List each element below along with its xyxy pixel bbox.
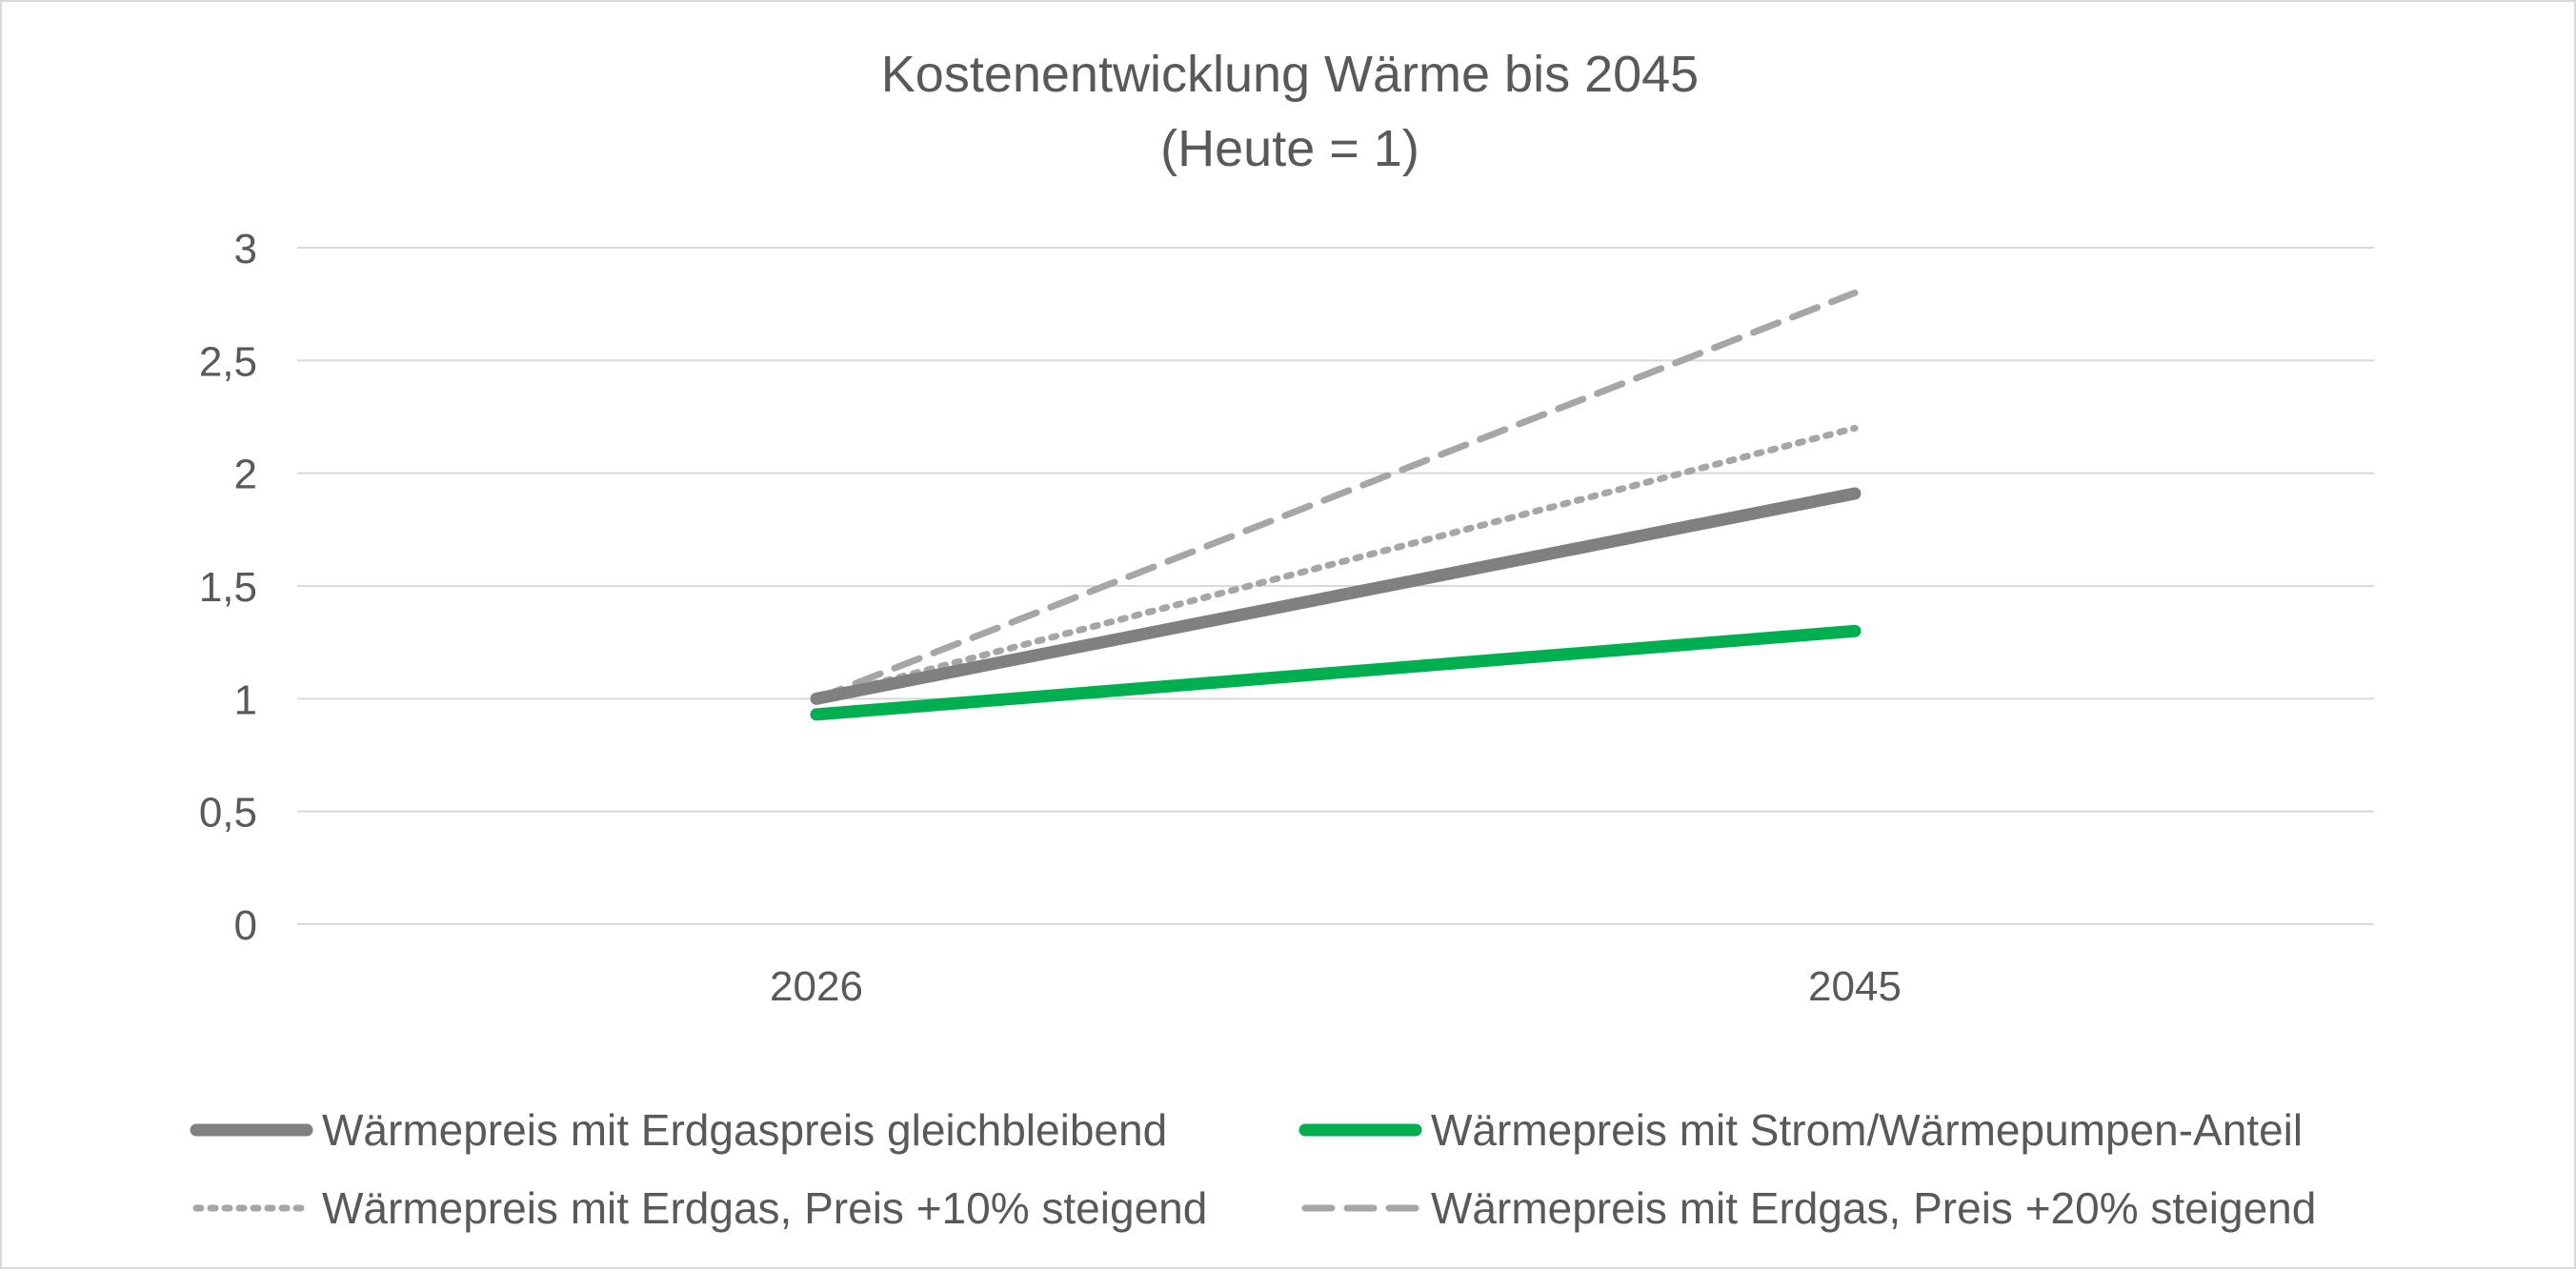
- legend-label-2: Wärmepreis mit Strom/Wärmepumpen-Anteil: [1431, 1105, 2303, 1155]
- x-tick-label: 2045: [1808, 963, 1902, 1010]
- series-line-1: [810, 487, 1862, 705]
- series-line-2: [810, 624, 1862, 721]
- gridlines: [297, 247, 2374, 925]
- y-tick-label: 0: [234, 902, 257, 949]
- legend-label-4: Wärmepreis mit Erdgas, Preis +20% steige…: [1431, 1183, 2316, 1233]
- series-line-3: [813, 424, 1859, 702]
- x-tick-label: 2026: [770, 963, 863, 1010]
- legend-label-1: Wärmepreis mit Erdgaspreis gleichbleiben…: [322, 1105, 1167, 1155]
- chart-title: Kostenentwicklung Wärme bis 2045: [881, 46, 1699, 103]
- y-axis-ticks: 0 0,5 1 1,5 2 2,5 3: [199, 226, 257, 949]
- series-line-4: [813, 289, 1859, 702]
- y-tick-label: 2: [234, 452, 257, 498]
- y-tick-label: 1,5: [199, 564, 257, 611]
- legend: Wärmepreis mit Erdgaspreis gleichbleiben…: [190, 1105, 2316, 1233]
- y-tick-label: 2,5: [199, 338, 257, 385]
- y-tick-label: 3: [234, 226, 257, 272]
- x-axis-ticks: 2026 2045: [770, 963, 1902, 1010]
- legend-label-3: Wärmepreis mit Erdgas, Preis +10% steige…: [322, 1183, 1207, 1233]
- y-tick-label: 0,5: [199, 790, 257, 837]
- series-lines: [810, 289, 1862, 721]
- y-tick-label: 1: [234, 676, 257, 723]
- chart-subtitle: (Heute = 1): [1160, 120, 1419, 177]
